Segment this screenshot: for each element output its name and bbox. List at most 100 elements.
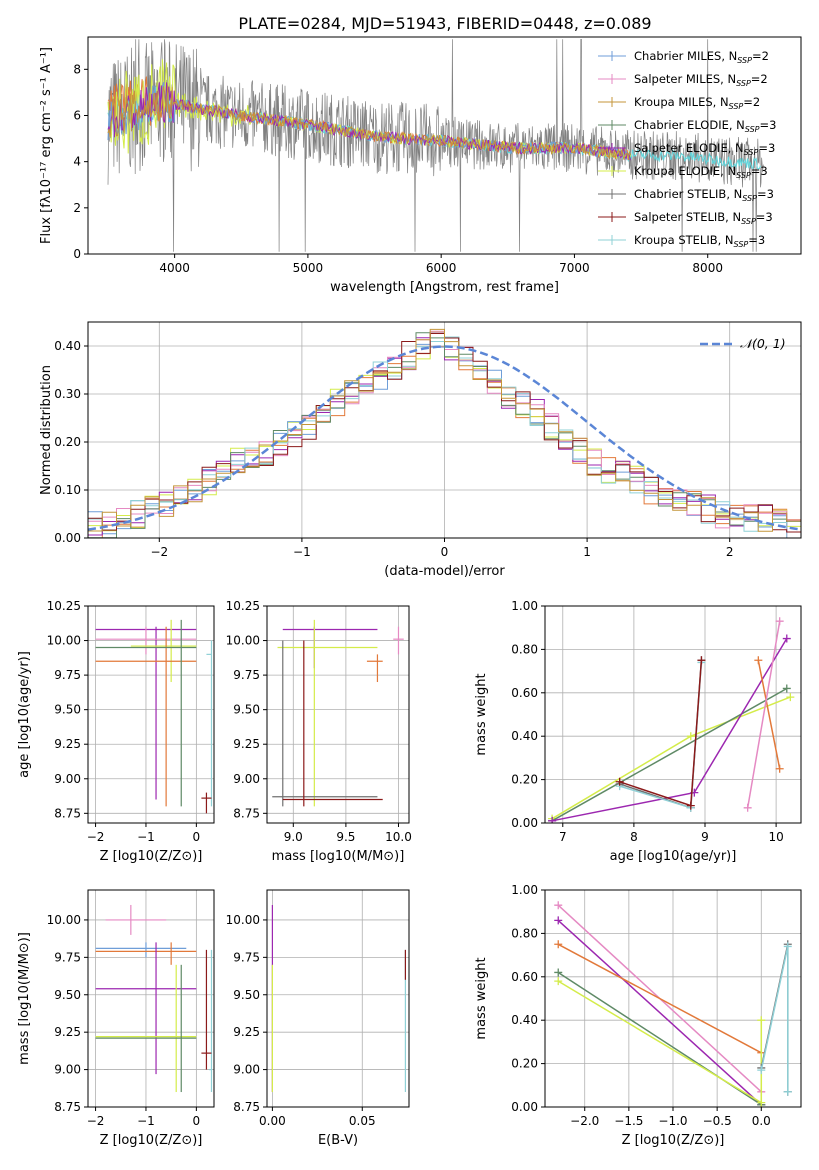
x-tick-label: 5000 [293,261,324,275]
axes-2: −2 −1 0 8.75 9.00 9.25 9.50 9.75 10.00 10.25 Z [lo… [17,599,215,864]
x-tick-label: 9 [701,830,709,844]
histogram-step [88,328,801,532]
axes-frame [266,889,410,1108]
x-tick-label: −1 [137,1114,155,1128]
y-axis-label: Flux [fλ10⁻¹⁷ erg cm⁻² s⁻¹ A⁻¹] [39,47,54,244]
model-spectrum [107,85,631,160]
y-tick-label: 6 [73,108,81,122]
weight-marker [554,940,563,949]
legend-entry: Kroupa MILES, NSSP=2 [634,95,760,111]
x-tick-label: 0.05 [349,1114,376,1128]
x-tick-label: 7 [559,830,567,844]
weight-marker [786,693,795,702]
y-tick-label: 0.00 [511,816,538,830]
plot-area [548,617,795,823]
x-tick-label: −2 [87,1114,105,1128]
y-tick-label: 9.00 [54,1063,81,1077]
weight-line [557,943,762,1054]
y-axis-label: mass weight [474,957,489,1039]
x-axis-label: Z [log10(Z/Z⊙)] [100,1133,203,1148]
x-tick-label: 1 [583,545,591,559]
y-axis-label: mass weight [474,673,489,755]
weight-marker [554,916,563,925]
y-tick-label: 0 [73,247,81,261]
x-tick-label: −1.0 [658,1114,687,1128]
y-tick-label: 8 [73,62,81,76]
axes-6: 0.00 0.05 8.75 9.00 9.25 9.50 9.75 10.00 E(B-V) [226,889,410,1148]
x-tick-label: 10.0 [385,830,412,844]
legend-entry: Chabrier ELODIE, NSSP=3 [634,118,776,134]
axes-frame [544,605,802,824]
legend-entry: Chabrier MILES, NSSP=2 [634,49,769,65]
weight-marker [615,777,624,786]
x-tick-label: 0 [441,545,449,559]
plot-area [107,38,764,252]
x-tick-label: 6000 [426,261,457,275]
y-tick-label: 0.40 [54,339,81,353]
x-axis-label: E(B-V) [318,1133,358,1148]
y-tick-label: 0.20 [54,435,81,449]
y-tick-label: 9.75 [54,668,81,682]
x-tick-label: −1 [137,830,155,844]
y-tick-label: 0.30 [54,387,81,401]
x-tick-label: 0.00 [259,1114,286,1128]
y-tick-label: 9.00 [233,772,260,786]
x-axis-label: mass [log10(M/M⊙)] [272,849,405,864]
x-tick-label: −2 [150,545,168,559]
x-tick-label: −1 [293,545,311,559]
weight-marker [757,1066,766,1075]
axes-frame [87,889,215,1108]
weight-line [757,660,781,769]
y-tick-label: 0.60 [511,686,538,700]
y-axis-label: age [log10(age/yr)] [17,651,32,778]
y-tick-label: 0.00 [511,1100,538,1114]
weight-marker [686,801,695,810]
y-tick-label: 2 [73,201,81,215]
legend-entry: 𝒩(0, 1) [740,336,786,351]
y-tick-label: 0.80 [511,642,538,656]
weight-line [619,660,703,807]
weight-marker [743,803,752,812]
y-tick-label: 9.75 [233,950,260,964]
y-tick-label: 9.25 [233,1025,260,1039]
y-tick-label: 9.00 [54,772,81,786]
legend-entry: Kroupa STELIB, NSSP=3 [634,233,765,249]
plot-area [95,619,213,814]
x-tick-label: 2 [726,545,734,559]
y-tick-label: 0.60 [511,970,538,984]
x-tick-label: −2 [87,830,105,844]
plot-area [554,901,792,1107]
axes-0: Chabrier MILES, NSSP=2 Salpeter MILES, NS… [39,36,802,295]
legend-entry: Kroupa ELODIE, NSSP=3 [634,164,768,180]
y-tick-label: 9.50 [233,988,260,1002]
weight-marker [548,816,557,823]
y-tick-label: 9.75 [54,950,81,964]
x-axis-label: wavelength [Angstrom, rest frame] [330,280,559,295]
figure-title: PLATE=0284, MJD=51943, FIBERID=0448, z=0… [238,14,651,33]
y-axis-label: mass [log10(M/M⊙)] [17,932,32,1065]
y-tick-label: 1.00 [511,883,538,897]
weight-line [551,687,788,822]
y-tick-label: 0.20 [511,773,538,787]
y-tick-label: 10.00 [226,634,260,648]
y-tick-label: 0.40 [511,1013,538,1027]
x-tick-label: 4000 [159,261,190,275]
y-tick-label: 0.00 [54,531,81,545]
x-tick-label: 9.0 [284,830,303,844]
y-tick-label: 9.50 [54,988,81,1002]
weight-line [746,621,781,808]
axes-frame [87,36,802,255]
axes-3: 9.0 9.5 10.0 8.75 9.00 9.25 9.50 9.75 10.00 10.25… [226,599,412,864]
y-tick-label: 10.25 [47,599,81,613]
x-tick-label: 8000 [692,261,723,275]
y-axis-label: Normed distribution [39,365,54,495]
data-spectrum [107,38,764,252]
weight-marker [554,901,563,910]
axes-frame [87,605,215,824]
x-tick-label: 10 [768,830,783,844]
axes-4: 7 8 9 10 0.00 0.20 0.40 0.60 0.80 1.00 age [log10(… [474,599,802,864]
y-tick-label: 0.40 [511,729,538,743]
y-tick-label: 10.25 [226,599,260,613]
x-tick-label: 7000 [559,261,590,275]
plots: Chabrier MILES, NSSP=2 Salpeter MILES, NS… [17,36,802,1148]
